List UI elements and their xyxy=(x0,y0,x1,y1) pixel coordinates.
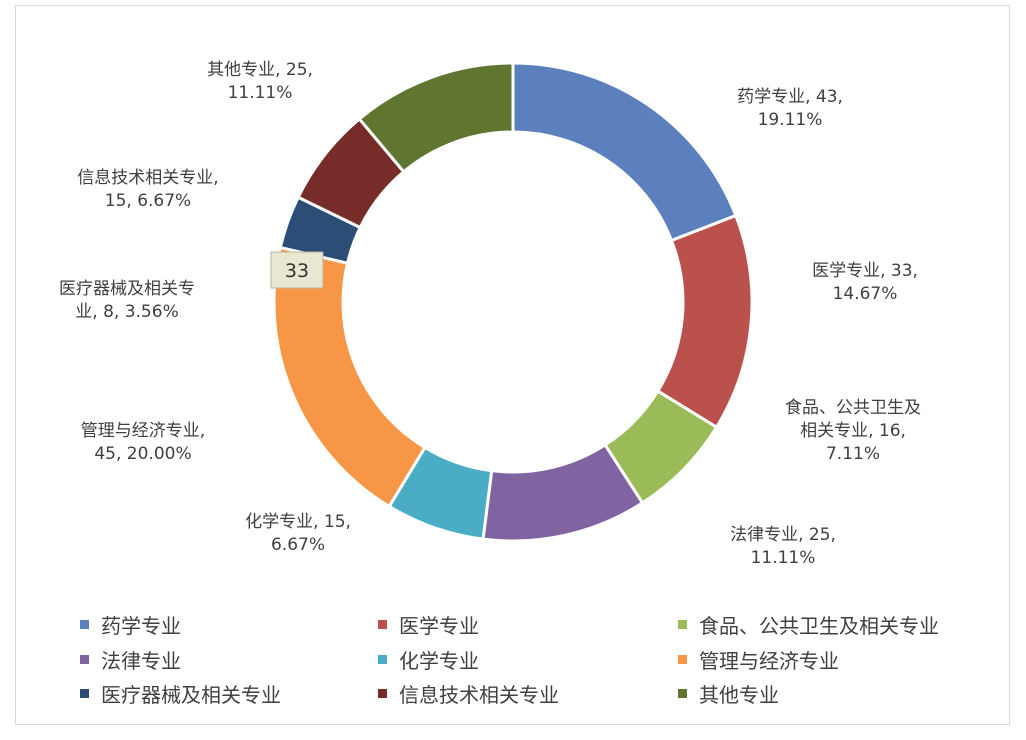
data-label-line: 医学专业, 33, xyxy=(812,261,918,281)
donut-slice[interactable] xyxy=(655,213,754,430)
data-label-line: 药学专业, 43, xyxy=(737,87,843,107)
data-label: 信息技术相关专业, 15, 6.67% xyxy=(77,168,218,211)
data-label: 食品、公共卫生及相关专业, 16, 7.11% xyxy=(785,398,921,464)
data-label: 药学专业, 43, 19.11% xyxy=(737,87,843,130)
donut-slice[interactable] xyxy=(511,61,738,243)
data-label-line: 19.11% xyxy=(758,110,823,130)
data-label-line: 信息技术相关专业, xyxy=(77,168,218,188)
data-label: 医疗器械及相关专业, 8, 3.56% xyxy=(59,279,195,322)
data-label-line: 45, 20.00% xyxy=(94,444,191,464)
donut-slice[interactable] xyxy=(357,61,515,174)
data-label: 法律专业, 25, 11.11% xyxy=(730,525,836,568)
data-label-line: 6.67% xyxy=(271,535,325,555)
data-label-line: 14.67% xyxy=(833,284,898,304)
data-label-line: 7.11% xyxy=(826,444,880,464)
data-label-line: 业, 8, 3.56% xyxy=(75,302,178,322)
data-label-line: 化学专业, 15, xyxy=(245,512,351,532)
tooltip-text: 33 xyxy=(285,260,309,282)
data-label-line: 医疗器械及相关专 xyxy=(59,279,195,299)
data-label-line: 相关专业, 16, xyxy=(800,421,906,441)
data-label: 其他专业, 25, 11.11% xyxy=(207,60,313,103)
data-label-line: 管理与经济专业, xyxy=(81,421,205,441)
tooltip: 33 xyxy=(270,251,324,289)
data-label-line: 其他专业, 25, xyxy=(207,60,313,80)
data-label: 医学专业, 33, 14.67% xyxy=(812,261,918,304)
data-label: 管理与经济专业, 45, 20.00% xyxy=(81,421,205,464)
data-label-line: 11.11% xyxy=(228,83,293,103)
tooltip-box xyxy=(270,251,324,289)
data-label-line: 食品、公共卫生及 xyxy=(785,398,921,418)
data-label-line: 法律专业, 25, xyxy=(730,525,836,545)
data-label: 化学专业, 15, 6.67% xyxy=(245,512,351,555)
data-label-line: 15, 6.67% xyxy=(105,191,191,211)
data-label-line: 11.11% xyxy=(751,548,816,568)
